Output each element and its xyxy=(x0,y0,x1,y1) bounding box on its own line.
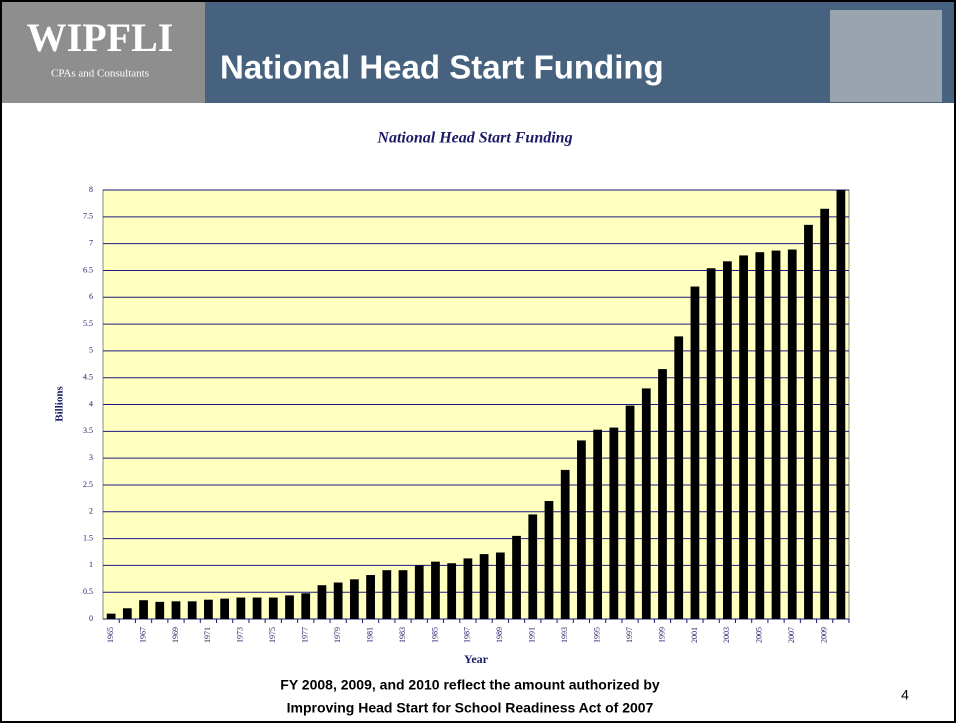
x-tick-label: 1989 xyxy=(495,627,504,643)
bar xyxy=(739,255,748,620)
bar xyxy=(690,286,700,619)
bar xyxy=(495,552,505,619)
x-tick-label: 2005 xyxy=(755,627,764,643)
bar xyxy=(398,570,408,619)
x-tick-label: 1993 xyxy=(560,627,569,643)
y-tick-label: 4.5 xyxy=(83,373,93,382)
bar xyxy=(122,608,132,619)
x-tick-label: 2009 xyxy=(820,627,829,643)
bar xyxy=(285,595,294,619)
speaker-photo xyxy=(830,10,942,102)
y-tick-label: 8 xyxy=(89,185,93,194)
bar xyxy=(349,579,359,619)
bar xyxy=(236,597,246,619)
logo: WIPFLI xyxy=(27,15,174,60)
x-axis-label: Year xyxy=(464,652,489,666)
bar xyxy=(220,598,230,619)
bar xyxy=(641,388,651,619)
bar xyxy=(609,427,619,619)
bar xyxy=(771,250,781,619)
bar xyxy=(301,593,311,619)
bar xyxy=(268,597,278,619)
page-number: 4 xyxy=(901,687,909,703)
bar xyxy=(479,554,489,619)
bar xyxy=(512,535,521,619)
x-tick-label: 1985 xyxy=(430,627,439,643)
y-tick-label: 0.5 xyxy=(83,587,93,596)
bar xyxy=(382,570,392,619)
bar xyxy=(106,613,116,619)
slide-title: National Head Start Funding xyxy=(220,49,664,86)
y-tick-label: 2 xyxy=(89,507,93,516)
bar xyxy=(706,268,716,619)
footnote: Improving Head Start for School Readines… xyxy=(287,700,654,716)
bar xyxy=(333,582,343,619)
bar xyxy=(577,440,586,619)
bar xyxy=(593,429,603,619)
x-tick-label: 1987 xyxy=(463,627,472,643)
y-tick-label: 6.5 xyxy=(83,265,93,274)
bar xyxy=(463,558,473,619)
x-tick-label: 1967 xyxy=(138,627,147,643)
x-tick-label: 1975 xyxy=(268,627,277,643)
x-tick-label: 2007 xyxy=(787,627,796,643)
y-tick-label: 1 xyxy=(89,560,93,569)
x-tick-label: 1981 xyxy=(365,627,374,643)
bar xyxy=(528,514,538,619)
y-tick-label: 3 xyxy=(89,453,93,462)
bar xyxy=(204,599,213,619)
bar xyxy=(787,249,797,619)
x-tick-label: 2001 xyxy=(690,627,699,643)
x-tick-label: 1977 xyxy=(301,627,310,643)
logo-area xyxy=(0,0,205,103)
y-tick-label: 5.5 xyxy=(83,319,93,328)
footnote: FY 2008, 2009, and 2010 reflect the amou… xyxy=(280,677,660,693)
y-tick-label: 3.5 xyxy=(83,426,93,435)
bar xyxy=(414,565,424,619)
bar xyxy=(820,208,830,620)
bar xyxy=(317,585,327,619)
bar xyxy=(252,597,262,619)
y-axis-label: Billions xyxy=(54,386,66,422)
logo-tagline: CPAs and Consultants xyxy=(51,68,149,80)
x-tick-label: 1995 xyxy=(592,627,601,643)
y-tick-label: 7 xyxy=(89,238,93,247)
chart-title: National Head Start Funding xyxy=(376,130,572,147)
x-tick-label: 1973 xyxy=(236,627,245,643)
y-tick-label: 7.5 xyxy=(83,212,93,221)
y-tick-label: 5 xyxy=(89,346,93,355)
y-tick-label: 1.5 xyxy=(83,533,93,542)
y-tick-label: 2.5 xyxy=(83,480,93,489)
bar xyxy=(187,601,197,619)
bar xyxy=(447,563,457,619)
bar xyxy=(804,224,813,619)
x-tick-label: 2003 xyxy=(722,627,731,643)
x-tick-label: 1991 xyxy=(528,627,537,643)
bar xyxy=(722,261,732,619)
y-tick-label: 0 xyxy=(89,614,93,623)
bar xyxy=(431,561,440,619)
x-tick-label: 1997 xyxy=(625,627,634,643)
bar xyxy=(625,405,635,619)
x-tick-label: 1969 xyxy=(171,627,180,643)
bar xyxy=(560,469,570,619)
x-tick-label: 1983 xyxy=(398,627,407,643)
bar xyxy=(139,600,148,619)
bar xyxy=(155,601,165,619)
x-tick-label: 1971 xyxy=(203,627,212,643)
bar xyxy=(171,601,181,619)
x-tick-label: 1965 xyxy=(106,627,115,643)
y-tick-label: 4 xyxy=(89,399,93,408)
x-tick-label: 1999 xyxy=(657,627,666,643)
x-tick-label: 1979 xyxy=(333,627,342,643)
bar xyxy=(836,190,846,619)
bar xyxy=(366,575,375,619)
y-tick-label: 6 xyxy=(89,292,93,301)
bar xyxy=(674,336,684,619)
bar xyxy=(755,252,765,619)
bar xyxy=(658,369,667,619)
bar xyxy=(544,501,554,619)
